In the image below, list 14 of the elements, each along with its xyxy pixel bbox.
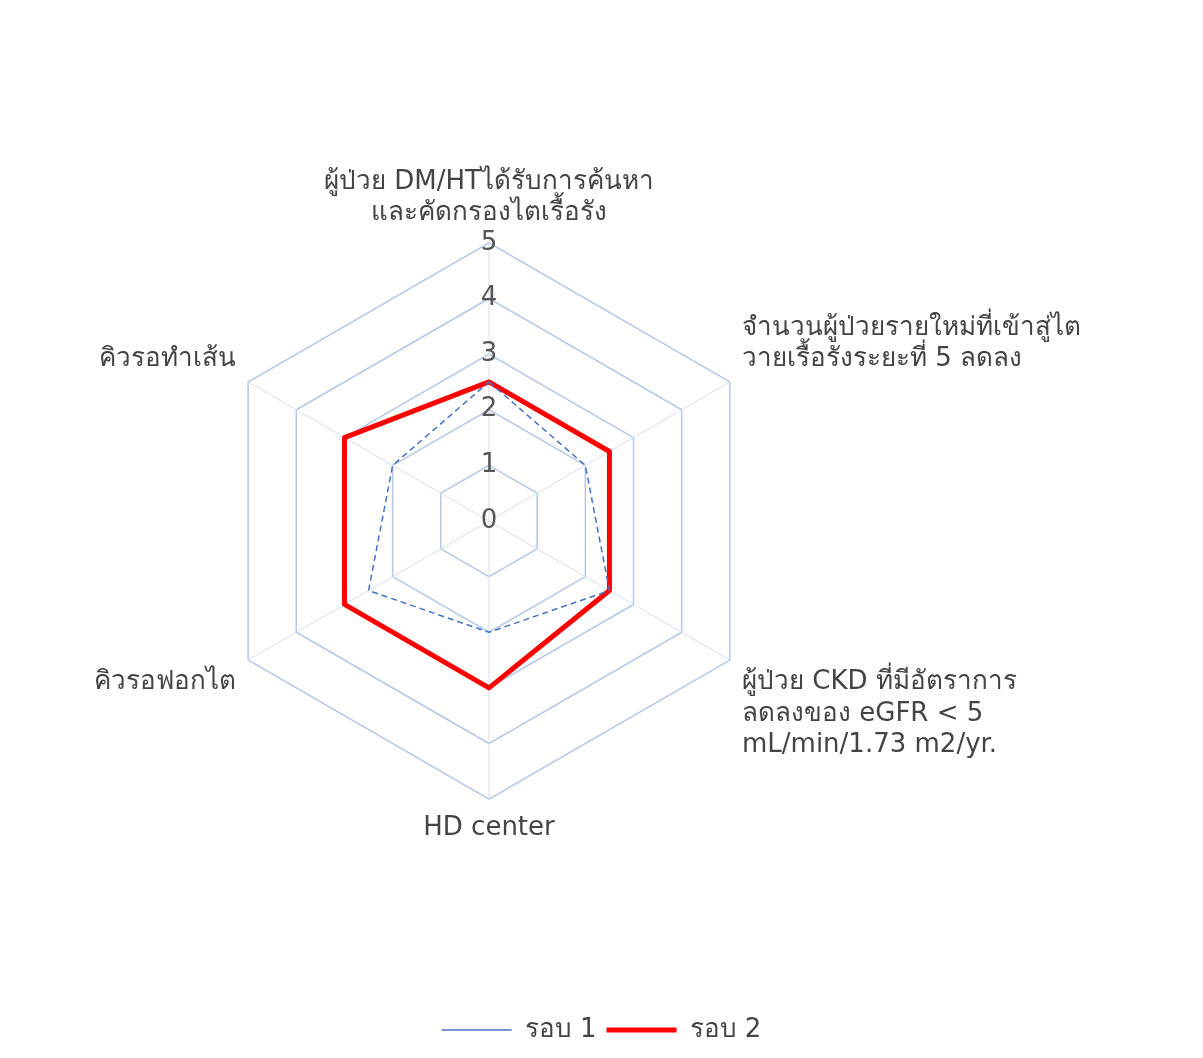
y-tick-label: 3: [480, 336, 498, 367]
spoke-label: ผู้ป่วย CKD ที่มีอัตราการ ลดลงของ eGFR < 5 mL/min/1.73 m2/yr.: [742, 662, 1017, 758]
spoke-label: HD center: [423, 811, 556, 842]
spoke-label: คิวรอฟอกไต: [94, 665, 236, 696]
legend-label: รอบ 1: [524, 1012, 597, 1043]
spoke-label: ผู้ป่วย DM/HTได้รับการค้นหา และคัดกรองไตเรื้อรัง: [324, 164, 654, 227]
legend-label: รอบ 2: [689, 1012, 762, 1043]
y-tick-label: 2: [480, 392, 498, 423]
spoke-label: คิวรอทำเส้น: [99, 342, 236, 373]
y-tick-label: 5: [480, 225, 498, 256]
y-tick-label: 4: [480, 281, 498, 312]
y-tick-label: 1: [480, 448, 498, 479]
spoke-label: จำนวนผู้ป่วยรายใหม่ที่เข้าสู่ไต วายเรื้อรังระยะที่ 5 ลดลง: [742, 307, 1081, 373]
y-tick-label: 0: [480, 503, 498, 534]
